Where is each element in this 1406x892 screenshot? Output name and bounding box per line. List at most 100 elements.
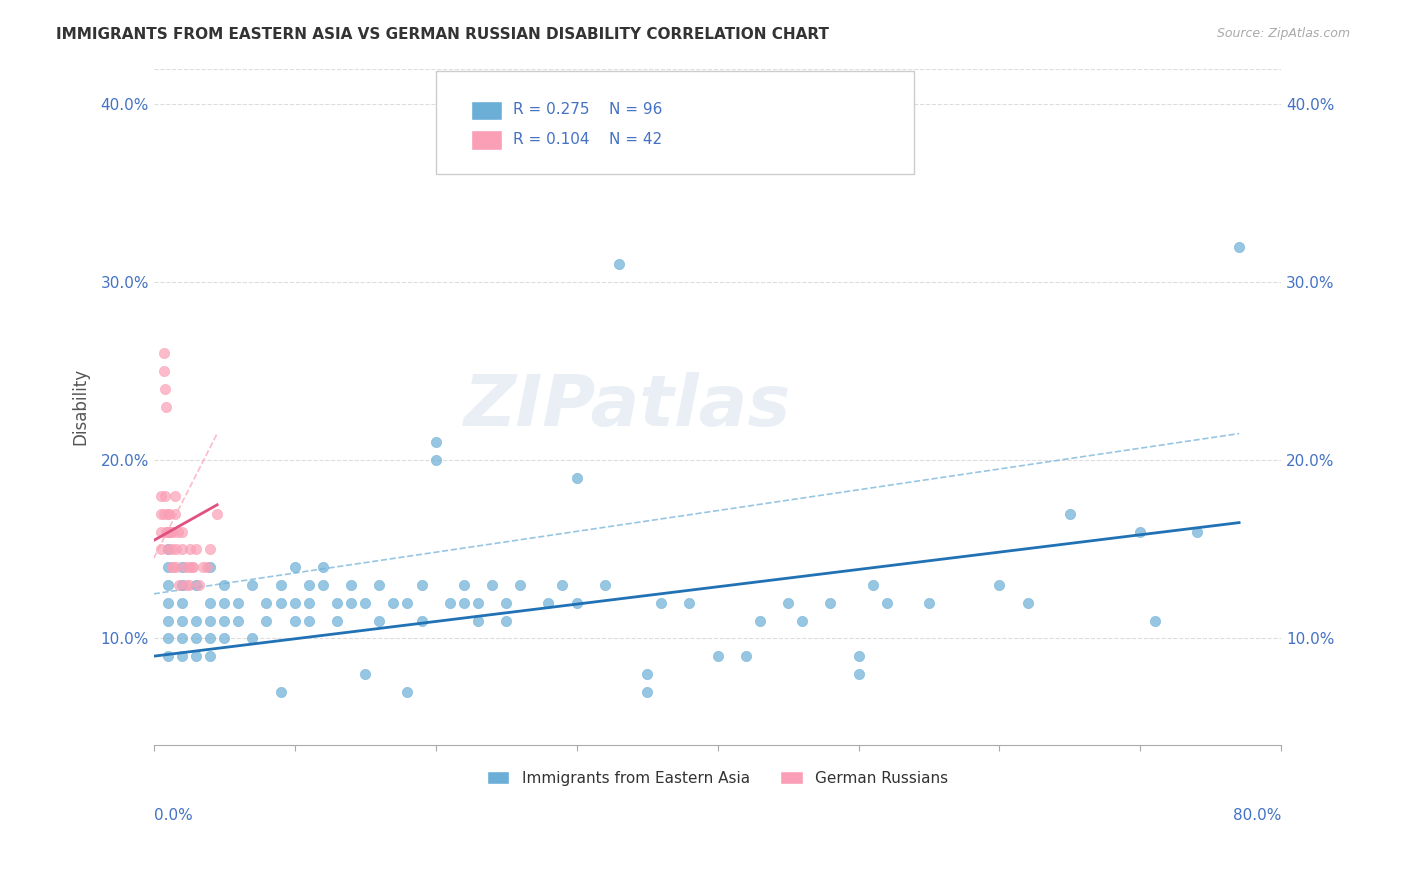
Point (184, 632, 207, 646)
Point (198, 542, 221, 557)
Text: ZIPatlas: ZIPatlas (464, 372, 792, 442)
Point (368, 614, 391, 628)
Point (149, 489, 172, 503)
Point (565, 596, 588, 610)
Point (382, 596, 405, 610)
Point (396, 596, 419, 610)
Point (156, 524, 179, 539)
Point (509, 578, 531, 592)
Point (170, 578, 193, 592)
Point (467, 596, 489, 610)
Point (173, 560, 195, 574)
Point (453, 578, 475, 592)
Point (848, 649, 870, 664)
Point (340, 596, 363, 610)
Point (453, 596, 475, 610)
Point (180, 560, 202, 574)
Point (607, 257, 630, 271)
Point (156, 578, 179, 592)
Point (820, 596, 842, 610)
Point (170, 649, 193, 664)
Point (160, 560, 183, 574)
Point (198, 632, 221, 646)
Point (170, 614, 193, 628)
Point (165, 542, 187, 557)
Point (678, 596, 700, 610)
Point (284, 560, 307, 574)
Point (270, 596, 292, 610)
Point (156, 614, 179, 628)
Point (636, 685, 658, 699)
Point (212, 578, 235, 592)
Point (181, 560, 204, 574)
Y-axis label: Disability: Disability (72, 368, 89, 445)
Point (226, 596, 249, 610)
Point (155, 524, 177, 539)
Point (425, 453, 447, 467)
Point (156, 542, 179, 557)
Point (1129, 524, 1152, 539)
Point (495, 614, 517, 628)
Point (156, 560, 179, 574)
Point (748, 614, 770, 628)
Point (284, 614, 307, 628)
Point (198, 614, 221, 628)
Point (152, 346, 174, 360)
Point (162, 560, 184, 574)
Text: 0.0%: 0.0% (153, 807, 193, 822)
Point (156, 524, 179, 539)
Point (312, 560, 335, 574)
Legend: Immigrants from Eastern Asia, German Russians: Immigrants from Eastern Asia, German Rus… (481, 764, 955, 792)
Point (354, 596, 377, 610)
Point (242, 632, 264, 646)
Point (191, 560, 214, 574)
Point (198, 649, 221, 664)
Point (537, 596, 560, 610)
Text: 80.0%: 80.0% (1233, 807, 1281, 822)
Point (157, 524, 180, 539)
Point (792, 614, 814, 628)
Point (1143, 614, 1166, 628)
Point (1017, 596, 1039, 610)
Point (159, 524, 181, 539)
Point (212, 614, 235, 628)
Point (650, 596, 672, 610)
Point (198, 596, 221, 610)
Point (212, 596, 235, 610)
Point (988, 578, 1011, 592)
Point (368, 578, 391, 592)
Point (226, 614, 249, 628)
Point (1185, 524, 1208, 539)
Point (177, 560, 200, 574)
Point (156, 596, 179, 610)
Point (593, 578, 616, 592)
Point (467, 614, 489, 628)
Point (636, 667, 658, 681)
Point (326, 596, 349, 610)
Point (212, 632, 235, 646)
Point (284, 596, 307, 610)
Point (425, 435, 447, 450)
Text: R = 0.104    N = 42: R = 0.104 N = 42 (513, 132, 662, 146)
Point (481, 578, 503, 592)
Point (396, 685, 419, 699)
Point (340, 578, 363, 592)
Point (298, 614, 321, 628)
Point (256, 596, 278, 610)
Point (184, 578, 207, 592)
Point (495, 596, 517, 610)
Text: Source: ZipAtlas.com: Source: ZipAtlas.com (1216, 27, 1350, 40)
Point (565, 471, 588, 485)
Point (198, 560, 221, 574)
Point (156, 507, 179, 521)
Point (177, 578, 200, 592)
Point (162, 524, 184, 539)
Point (195, 560, 218, 574)
Point (187, 578, 209, 592)
Point (312, 578, 335, 592)
Point (170, 632, 193, 646)
Text: IMMIGRANTS FROM EASTERN ASIA VS GERMAN RUSSIAN DISABILITY CORRELATION CHART: IMMIGRANTS FROM EASTERN ASIA VS GERMAN R… (56, 27, 830, 42)
Point (184, 542, 207, 557)
Point (170, 596, 193, 610)
Point (156, 632, 179, 646)
